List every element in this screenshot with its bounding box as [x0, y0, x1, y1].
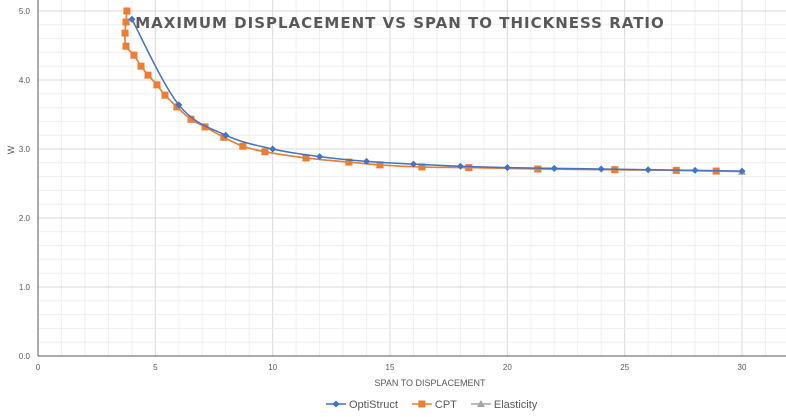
y-tick-label: 3.0 — [19, 145, 31, 154]
cpt-point — [161, 91, 169, 99]
optistruct-point — [363, 157, 371, 165]
optistruct-point — [269, 145, 277, 153]
x-tick-label: 20 — [503, 363, 512, 372]
cpt-point — [122, 42, 130, 50]
optistruct-point — [175, 101, 183, 109]
legend-item-cpt: CPT — [411, 399, 457, 411]
cpt-point — [261, 148, 269, 156]
optistruct-point — [456, 162, 464, 170]
cpt-point — [534, 165, 542, 173]
optistruct-point — [738, 167, 746, 175]
cpt-point — [465, 164, 473, 172]
cpt-point — [153, 81, 161, 89]
elasticity-line — [124, 10, 743, 173]
cpt-point — [144, 71, 152, 79]
grid — [38, 0, 786, 356]
y-tick-label: 2.0 — [19, 214, 31, 223]
cpt-point — [239, 142, 247, 150]
cpt-point — [173, 103, 181, 111]
cpt-point — [122, 18, 130, 26]
legend-label: Elasticity — [494, 399, 538, 411]
cpt-point — [187, 115, 195, 123]
y-axis-label: W — [6, 145, 16, 154]
y-tick-label: 4.0 — [19, 76, 31, 85]
optistruct-point — [316, 153, 324, 161]
x-tick-label: 10 — [268, 363, 277, 372]
legend-label: OptiStruct — [349, 399, 398, 411]
cpt-point — [130, 51, 138, 59]
cpt-point — [220, 133, 228, 141]
cpt-point — [201, 123, 209, 131]
cpt-point — [137, 62, 145, 70]
series-layer — [121, 7, 746, 175]
optistruct-point — [409, 160, 417, 168]
cpt-point — [302, 154, 310, 162]
cpt-point — [418, 163, 426, 171]
x-tick-label: 15 — [386, 363, 395, 372]
cpt-point — [345, 158, 353, 166]
x-tick-label: 0 — [36, 363, 41, 372]
axes: 0 5 10 15 20 25 30 0.0 1.0 2.0 3.0 4.0 5.0 — [19, 0, 786, 372]
optistruct-point — [550, 164, 558, 172]
y-tick-label: 1.0 — [19, 283, 31, 292]
optistruct-point — [222, 131, 230, 139]
series-cpt — [121, 7, 720, 175]
x-tick-label: 30 — [738, 363, 747, 372]
legend-item-optistruct: OptiStruct — [326, 399, 398, 411]
optistruct-point — [503, 164, 511, 172]
series-elasticity — [121, 7, 746, 175]
legend-diamond-icon — [332, 400, 340, 408]
legend-item-elasticity: Elasticity — [470, 399, 538, 411]
series-optistruct — [128, 15, 746, 175]
legend-triangle-icon — [476, 400, 485, 407]
cpt-line — [124, 10, 717, 172]
x-tick-label: 5 — [153, 363, 158, 372]
legend-label: CPT — [435, 399, 457, 411]
cpt-point — [123, 7, 131, 15]
optistruct-point — [128, 15, 136, 23]
y-tick-label: 0.0 — [19, 352, 31, 361]
optistruct-point — [597, 165, 605, 173]
legend: OptiStruct CPT Elasticity — [326, 399, 538, 411]
x-axis-label: SPAN TO DISPLACEMENT — [374, 378, 486, 388]
chart-title: MAXIMUM DISPLACEMENT VS SPAN TO THICKNES… — [135, 14, 665, 32]
x-tick-label: 25 — [620, 363, 629, 372]
cpt-point — [121, 29, 129, 37]
optistruct-point — [691, 166, 699, 174]
optistruct-point — [644, 166, 652, 174]
cpt-point — [376, 161, 384, 169]
y-tick-label: 5.0 — [19, 7, 31, 16]
legend-square-icon — [418, 400, 426, 408]
